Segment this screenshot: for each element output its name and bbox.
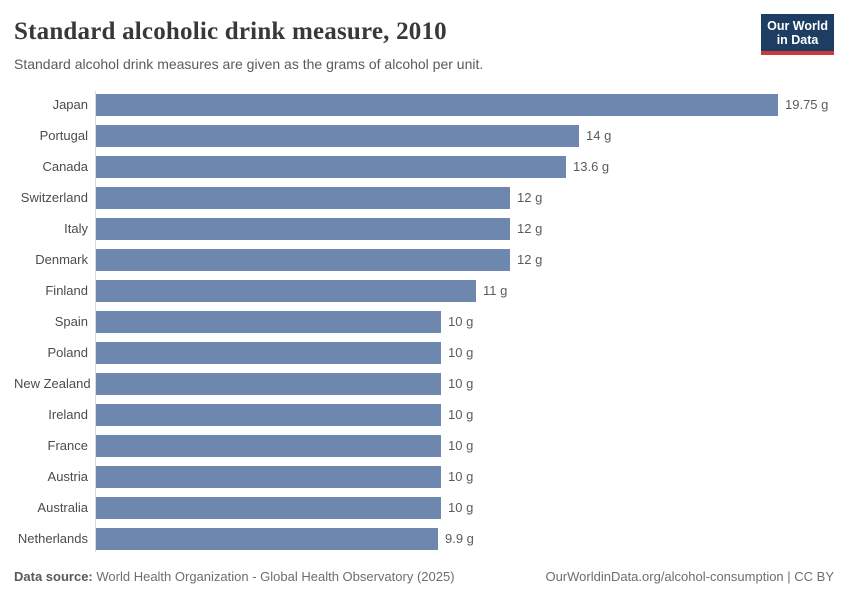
country-label: Italy — [64, 221, 88, 236]
chart-row: Austria 10 g — [14, 461, 834, 492]
chart-row: Netherlands 9.9 g — [14, 523, 834, 554]
page-title: Standard alcoholic drink measure, 2010 — [14, 18, 447, 45]
bar[interactable] — [95, 403, 441, 426]
chart-row: Italy 12 g — [14, 213, 834, 244]
bar-chart: Japan 19.75 g Portugal 14 g Canada 13.6 … — [14, 89, 834, 554]
country-label: Australia — [37, 500, 88, 515]
bar[interactable] — [95, 93, 778, 116]
bar-track: 12 g — [95, 217, 834, 240]
chart-rows: Japan 19.75 g Portugal 14 g Canada 13.6 … — [14, 89, 834, 554]
title-block: Standard alcoholic drink measure, 2010 S… — [14, 14, 483, 72]
bar-track: 9.9 g — [95, 527, 834, 550]
bar-track: 10 g — [95, 496, 834, 519]
value-label: 10 g — [448, 376, 474, 391]
country-label: Ireland — [48, 407, 88, 422]
bar-track: 10 g — [95, 434, 834, 457]
value-label: 14 g — [586, 128, 612, 143]
chart-row: Finland 11 g — [14, 275, 834, 306]
country-label: Canada — [42, 159, 88, 174]
bar-track: 11 g — [95, 279, 834, 302]
bar[interactable] — [95, 248, 510, 271]
country-label: New Zealand — [14, 376, 91, 391]
bar-track: 12 g — [95, 186, 834, 209]
value-label: 19.75 g — [785, 97, 829, 112]
value-label: 10 g — [448, 438, 474, 453]
bar-track: 10 g — [95, 465, 834, 488]
value-label: 10 g — [448, 407, 474, 422]
bar-track: 19.75 g — [95, 93, 834, 116]
page-subtitle: Standard alcohol drink measures are give… — [14, 56, 484, 72]
chart-footer: Data source: World Health Organization -… — [14, 569, 834, 584]
bar[interactable] — [95, 434, 441, 457]
data-source-label: Data source: — [14, 569, 93, 584]
chart-row: France 10 g — [14, 430, 834, 461]
value-label: 12 g — [517, 190, 543, 205]
value-label: 13.6 g — [573, 159, 610, 174]
bar-track: 12 g — [95, 248, 834, 271]
chart-row: Switzerland 12 g — [14, 182, 834, 213]
value-label: 12 g — [517, 252, 543, 267]
chart-row: New Zealand 10 g — [14, 368, 834, 399]
bar[interactable] — [95, 217, 510, 240]
value-label: 10 g — [448, 345, 474, 360]
chart-row: Spain 10 g — [14, 306, 834, 337]
y-axis-line — [95, 91, 96, 552]
chart-row: Poland 10 g — [14, 337, 834, 368]
bar[interactable] — [95, 465, 441, 488]
chart-row: Ireland 10 g — [14, 399, 834, 430]
bar[interactable] — [95, 310, 441, 333]
bar-track: 13.6 g — [95, 155, 834, 178]
bar[interactable] — [95, 527, 438, 550]
country-label: France — [47, 438, 88, 453]
value-label: 10 g — [448, 314, 474, 329]
bar-track: 10 g — [95, 310, 834, 333]
value-label: 9.9 g — [445, 531, 474, 546]
bar[interactable] — [95, 372, 441, 395]
chart-row: Australia 10 g — [14, 492, 834, 523]
country-label: Finland — [45, 283, 88, 298]
bar[interactable] — [95, 186, 510, 209]
chart-row: Japan 19.75 g — [14, 89, 834, 120]
chart-row: Denmark 12 g — [14, 244, 834, 275]
owid-logo-line1: Our World — [767, 19, 828, 33]
country-label: Spain — [54, 314, 88, 329]
value-label: 10 g — [448, 500, 474, 515]
bar[interactable] — [95, 124, 579, 147]
owid-logo[interactable]: Our World in Data — [761, 14, 834, 55]
chart-header: Standard alcoholic drink measure, 2010 S… — [14, 14, 834, 72]
value-label: 11 g — [483, 283, 508, 298]
country-label: Denmark — [35, 252, 88, 267]
data-source-text: World Health Organization - Global Healt… — [96, 569, 455, 584]
bar[interactable] — [95, 155, 566, 178]
bar[interactable] — [95, 279, 476, 302]
country-label: Netherlands — [17, 531, 88, 546]
owid-logo-line2: in Data — [776, 33, 819, 47]
country-label: Poland — [47, 345, 88, 360]
bar-track: 10 g — [95, 403, 834, 426]
credit-link[interactable]: OurWorldinData.org/alcohol-consumption |… — [545, 569, 834, 584]
country-label: Portugal — [39, 128, 88, 143]
bar[interactable] — [95, 341, 441, 364]
data-source: Data source: World Health Organization -… — [14, 569, 455, 584]
value-label: 12 g — [517, 221, 543, 236]
bar-track: 14 g — [95, 124, 834, 147]
chart-row: Canada 13.6 g — [14, 151, 834, 182]
country-label: Austria — [47, 469, 88, 484]
chart-row: Portugal 14 g — [14, 120, 834, 151]
bar[interactable] — [95, 496, 441, 519]
bar-track: 10 g — [95, 372, 834, 395]
value-label: 10 g — [448, 469, 474, 484]
country-label: Japan — [52, 97, 88, 112]
country-label: Switzerland — [20, 190, 88, 205]
bar-track: 10 g — [95, 341, 834, 364]
